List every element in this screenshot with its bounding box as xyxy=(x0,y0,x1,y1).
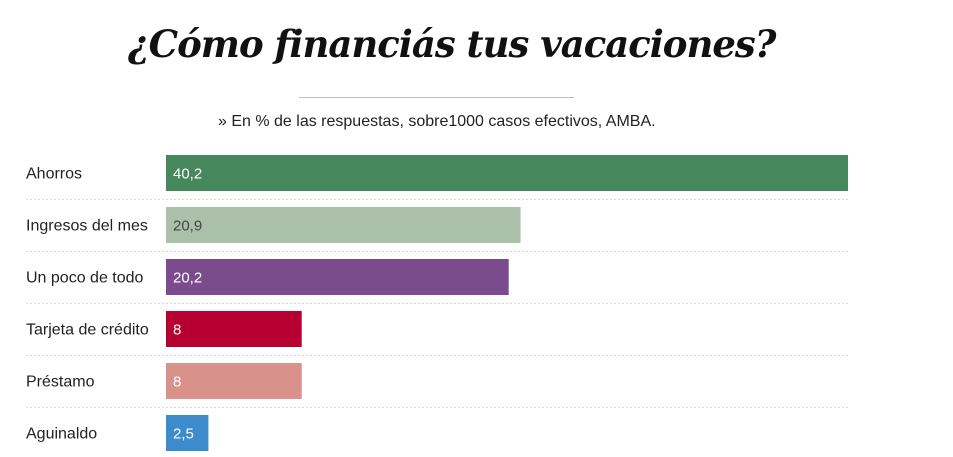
value-label-tarjeta-de-credito: 8 xyxy=(173,322,181,339)
category-label-tarjeta-de-credito: Tarjeta de crédito xyxy=(26,322,149,339)
value-label-aguinaldo: 2,5 xyxy=(173,426,194,443)
category-label-ingresos-del-mes: Ingresos del mes xyxy=(26,218,148,235)
value-label-un-poco-de-todo: 20,2 xyxy=(173,270,202,287)
bar-un-poco-de-todo xyxy=(166,259,509,295)
bar-prestamo xyxy=(166,363,302,399)
chart-subtitle: » En % de las respuestas, sobre1000 caso… xyxy=(218,113,656,130)
bar-ahorros xyxy=(166,155,848,191)
category-label-un-poco-de-todo: Un poco de todo xyxy=(26,270,144,287)
title-divider xyxy=(299,97,574,98)
bar-ingresos-del-mes xyxy=(166,207,521,243)
bar-tarjeta-de-credito xyxy=(166,311,302,347)
value-label-prestamo: 8 xyxy=(173,374,181,391)
value-label-ingresos-del-mes: 20,9 xyxy=(173,218,202,235)
bar-aguinaldo xyxy=(166,415,209,451)
category-label-aguinaldo: Aguinaldo xyxy=(26,426,97,443)
category-label-ahorros: Ahorros xyxy=(26,166,82,183)
chart-title: ¿Cómo financiás tus vacaciones? xyxy=(128,22,776,66)
value-label-ahorros: 40,2 xyxy=(173,166,202,183)
category-label-prestamo: Préstamo xyxy=(26,374,95,391)
